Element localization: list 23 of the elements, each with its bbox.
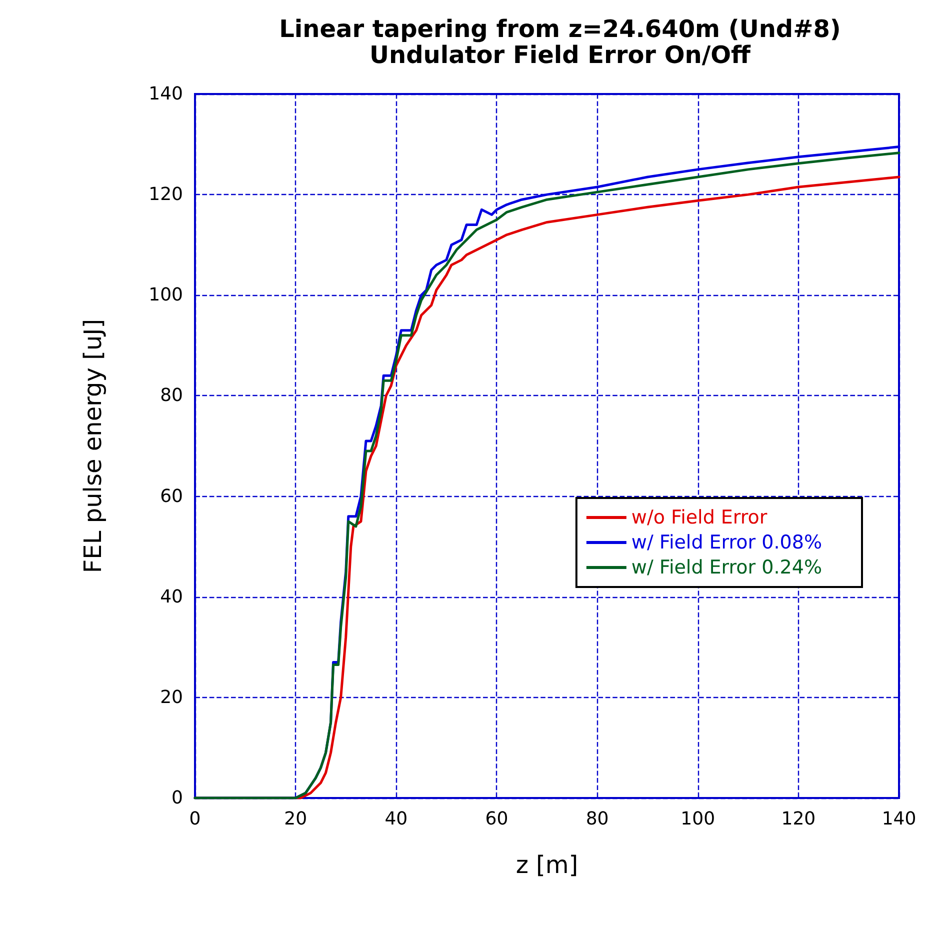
y-tick-label: 60: [160, 486, 183, 507]
legend-label: w/ Field Error 0.08%: [631, 532, 822, 554]
y-axis-title: FEL pulse energy [uJ]: [79, 318, 107, 574]
x-tick-label: 0: [189, 808, 201, 830]
y-tick-label: 120: [148, 184, 183, 206]
chart-title: Linear tapering from z=24.640m (Und#8): [279, 15, 841, 43]
y-tick-label: 100: [148, 284, 183, 306]
y-tick-label: 140: [148, 84, 183, 104]
legend-label: w/ Field Error 0.24%: [631, 556, 822, 578]
x-tick-label: 20: [284, 808, 308, 830]
x-axis-title: z [m]: [516, 851, 578, 879]
x-tick-label: 40: [384, 808, 408, 830]
x-tick-label: 80: [586, 808, 609, 830]
x-tick-label: 120: [781, 808, 816, 830]
chart-subtitle: Undulator Field Error On/Off: [370, 41, 752, 69]
y-tick-label: 80: [160, 385, 183, 406]
x-tick-label: 140: [882, 808, 916, 830]
y-tick-label: 40: [160, 586, 183, 608]
x-tick-label: 100: [680, 808, 716, 830]
legend-label: w/o Field Error: [631, 506, 768, 528]
y-tick-label: 0: [172, 788, 183, 808]
y-tick-label: 20: [160, 686, 183, 708]
x-tick-label: 60: [485, 808, 508, 830]
